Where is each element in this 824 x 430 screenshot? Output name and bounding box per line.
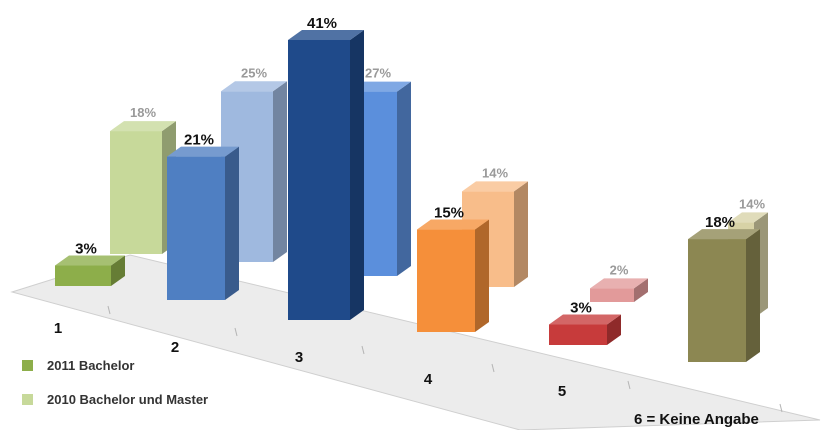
legend-label-2010: 2010 Bachelor und Master xyxy=(47,392,209,407)
category-label-2: 2 xyxy=(171,339,179,356)
legend-swatch-2010 xyxy=(22,394,33,405)
legend-swatch-2011 xyxy=(22,360,33,371)
axis-tick-4 xyxy=(491,363,495,373)
axis-tick-3 xyxy=(361,345,365,355)
bar-2011-1 xyxy=(55,255,125,286)
bar-2010-1 xyxy=(110,121,176,254)
data-label-2011-4: 15% xyxy=(434,205,464,222)
series-2010-labels: 18% 25% 27% 14% 2% 14% xyxy=(130,65,765,277)
data-label-2010-5: 2% xyxy=(610,262,629,277)
data-label-2010-6: 14% xyxy=(739,196,765,211)
category-label-1: 1 xyxy=(54,320,62,337)
axis-tick-6 xyxy=(779,403,783,413)
category-labels: 1 2 3 4 5 6 = Keine Angabe xyxy=(54,320,759,428)
data-label-2010-2: 25% xyxy=(241,65,267,80)
bar-2011-2 xyxy=(167,146,239,300)
data-label-2011-5: 3% xyxy=(570,300,592,317)
axis-ticks xyxy=(107,305,783,413)
axis-tick-2 xyxy=(234,327,238,337)
data-label-2011-3: 41% xyxy=(307,15,337,32)
data-label-2011-1: 3% xyxy=(75,241,97,258)
category-label-6: 6 = Keine Angabe xyxy=(634,411,759,428)
data-label-2010-1: 18% xyxy=(130,105,156,120)
legend-item-2010: 2010 Bachelor und Master xyxy=(22,392,208,407)
legend-label-2011: 2011 Bachelor xyxy=(47,358,135,373)
data-label-2011-2: 21% xyxy=(184,132,214,149)
data-label-2010-3: 27% xyxy=(365,66,391,81)
bar-2011-6 xyxy=(688,229,760,362)
axis-tick-5 xyxy=(627,380,631,390)
bar-2010-5 xyxy=(590,278,648,302)
category-label-5: 5 xyxy=(558,383,566,400)
data-label-2010-4: 14% xyxy=(482,165,508,180)
legend-item-2011: 2011 Bachelor xyxy=(22,358,208,373)
axis-tick-1 xyxy=(107,305,111,315)
legend: 2011 Bachelor 2010 Bachelor und Master xyxy=(22,358,208,426)
bar-2011-3 xyxy=(288,30,364,320)
category-label-4: 4 xyxy=(424,371,433,388)
data-label-2011-6: 18% xyxy=(705,214,735,231)
series-2011-bars xyxy=(55,30,760,362)
category-label-3: 3 xyxy=(295,349,303,366)
series-2011-labels: 3% 21% 41% 15% 3% 18% xyxy=(75,15,735,317)
bar-2011-4 xyxy=(417,219,489,332)
bar-2011-5 xyxy=(549,314,621,345)
